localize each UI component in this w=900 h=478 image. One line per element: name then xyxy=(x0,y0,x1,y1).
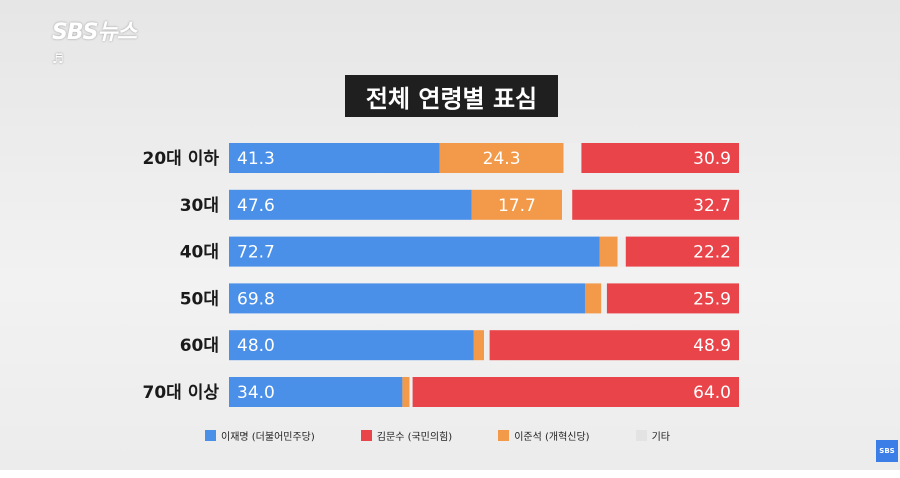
bar-segment xyxy=(606,283,739,314)
bar-segment xyxy=(229,236,600,267)
corner-badge: SBS xyxy=(876,440,898,462)
category-label: 20대 이하 xyxy=(143,149,220,169)
legend-swatch xyxy=(205,430,216,441)
value-label: 25.9 xyxy=(693,289,731,309)
value-label: 64.0 xyxy=(693,383,731,403)
legend-swatch xyxy=(498,430,510,441)
value-label: 48.0 xyxy=(237,336,275,356)
category-label: 50대 xyxy=(180,289,219,309)
value-label: 22.2 xyxy=(693,243,731,263)
legend-swatch xyxy=(360,430,372,441)
bar-segment xyxy=(439,143,564,173)
value-label: 48.9 xyxy=(693,336,731,356)
bar-segment xyxy=(563,143,582,173)
category-label: 60대 xyxy=(180,336,219,356)
legend-label: 기타 xyxy=(651,432,670,443)
legend-item: 기타 xyxy=(635,428,670,443)
value-label: 24.3 xyxy=(483,149,521,169)
value-label: 47.6 xyxy=(237,196,275,216)
legend-item: 이재명 (더불어민주당) xyxy=(205,428,315,443)
bar-segment xyxy=(601,283,607,314)
bar-segment xyxy=(229,143,440,173)
bar-segment xyxy=(599,236,618,267)
bar-segment xyxy=(412,377,739,407)
bars-layer: 20대 이하 41.3 24.3 30.9 30대 47.6 17.7 32.7 40대 72.7… xyxy=(143,143,739,407)
bar-segment xyxy=(471,189,563,220)
bar-segment xyxy=(562,189,573,220)
bar-segment xyxy=(625,236,739,267)
value-label: 69.8 xyxy=(237,289,275,309)
bar-segment xyxy=(484,330,490,361)
bar-segment xyxy=(584,283,602,314)
bar-segment xyxy=(229,330,474,361)
category-label: 40대 xyxy=(180,243,219,263)
category-label: 70대 이상 xyxy=(143,383,220,403)
bar-segment xyxy=(572,189,739,220)
category-label: 30대 xyxy=(180,196,219,216)
bar-segment xyxy=(581,143,739,173)
value-label: 17.7 xyxy=(498,196,536,216)
bar-segment xyxy=(229,189,472,220)
legend-label: 이재명 (더불어민주당) xyxy=(221,432,315,443)
value-label: 41.3 xyxy=(237,149,275,169)
bar-segment xyxy=(409,377,413,407)
bar-segment xyxy=(473,330,484,361)
legend: 이재명 (더불어민주당) 김문수 (국민의힘) 이준석 (개혁신당) 기타 xyxy=(205,428,716,443)
broadcaster-logo: SBS뉴스 xyxy=(52,20,137,45)
legend-label: 이준석 (개혁신당) xyxy=(514,432,590,443)
bar-segment xyxy=(229,283,585,314)
value-label: 34.0 xyxy=(237,383,275,403)
bar-segment xyxy=(402,377,410,407)
chart-title: 전체 연령별 표심 xyxy=(345,75,558,117)
legend-item: 이준석 (개혁신당) xyxy=(498,428,590,443)
bar-segment xyxy=(617,236,626,267)
legend-label: 김문수 (국민의힘) xyxy=(376,432,453,443)
value-label: 30.9 xyxy=(693,149,731,169)
bar-segment xyxy=(229,377,403,407)
value-label: 32.7 xyxy=(693,196,731,216)
value-label: 72.7 xyxy=(237,243,275,263)
legend-item: 김문수 (국민의힘) xyxy=(360,428,453,443)
legend-swatch xyxy=(635,430,647,441)
music-note-icon: ♬ xyxy=(52,52,64,67)
bar-segment xyxy=(489,330,739,361)
